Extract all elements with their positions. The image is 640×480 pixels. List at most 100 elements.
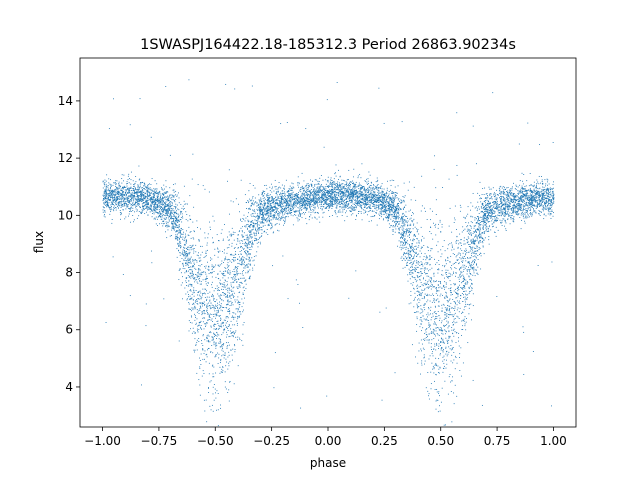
scatter-point: [487, 200, 489, 202]
scatter-point: [239, 273, 241, 275]
scatter-point: [212, 410, 214, 412]
scatter-point: [213, 324, 215, 326]
scatter-point: [273, 215, 275, 217]
scatter-point: [484, 213, 486, 215]
scatter-point: [294, 199, 296, 201]
scatter-point: [354, 192, 356, 194]
scatter-point: [334, 202, 336, 204]
scatter-point: [351, 195, 353, 197]
scatter-point: [197, 255, 199, 257]
scatter-point: [131, 202, 133, 204]
scatter-point: [392, 226, 394, 228]
scatter-point: [181, 221, 183, 223]
scatter-point: [307, 199, 309, 201]
scatter-point: [290, 202, 292, 204]
scatter-point: [509, 212, 511, 214]
scatter-point: [261, 219, 263, 221]
scatter-point: [388, 215, 390, 217]
scatter-point: [277, 198, 279, 200]
scatter-point: [309, 199, 311, 201]
scatter-point: [248, 243, 250, 245]
scatter-point: [313, 202, 315, 204]
scatter-point: [307, 187, 309, 188]
scatter-point: [414, 271, 416, 272]
scatter-point: [422, 315, 424, 317]
scatter-point: [140, 197, 142, 199]
scatter-point: [529, 199, 531, 201]
scatter-point: [497, 214, 499, 216]
scatter-point: [551, 211, 553, 212]
scatter-point: [157, 197, 159, 199]
scatter-point: [258, 233, 260, 234]
scatter-point: [280, 187, 282, 189]
scatter-point: [109, 208, 111, 210]
scatter-point: [401, 247, 403, 249]
scatter-point: [170, 211, 172, 213]
scatter-point: [400, 208, 402, 210]
scatter-point: [383, 195, 385, 197]
scatter-point: [530, 212, 531, 213]
scatter-point: [137, 198, 139, 200]
scatter-point: [344, 189, 346, 191]
scatter-point: [454, 384, 456, 386]
scatter-point: [407, 189, 409, 191]
scatter-point: [364, 180, 366, 182]
scatter-point: [334, 187, 336, 188]
scatter-point: [403, 214, 405, 216]
scatter-point: [247, 251, 249, 253]
scatter-point: [257, 227, 259, 229]
scatter-point: [171, 229, 173, 231]
scatter-point: [105, 202, 107, 204]
scatter-point: [476, 221, 478, 223]
scatter-point: [265, 210, 267, 212]
scatter-point: [169, 204, 171, 206]
scatter-point: [488, 203, 490, 205]
scatter-point: [211, 271, 213, 273]
scatter-point: [281, 211, 283, 213]
scatter-point: [272, 202, 274, 204]
scatter-point: [173, 218, 175, 219]
scatter-point: [540, 203, 542, 205]
scatter-point: [136, 210, 138, 212]
scatter-point: [196, 328, 198, 330]
scatter-point: [180, 213, 182, 215]
scatter-point: [133, 190, 135, 191]
scatter-point: [404, 256, 406, 258]
scatter-point: [523, 331, 525, 333]
scatter-point: [417, 306, 419, 308]
scatter-point: [431, 332, 433, 334]
scatter-point: [400, 237, 402, 238]
scatter-point: [520, 228, 522, 230]
scatter-point: [286, 197, 288, 199]
scatter-point: [430, 313, 431, 315]
scatter-point: [448, 308, 450, 310]
scatter-point: [289, 196, 291, 198]
scatter-point: [470, 273, 472, 275]
scatter-point: [429, 263, 431, 265]
scatter-point: [489, 206, 491, 208]
scatter-point: [548, 188, 549, 190]
scatter-point: [147, 199, 149, 201]
scatter-point: [423, 354, 425, 356]
scatter-point: [252, 243, 254, 245]
scatter-point: [128, 202, 130, 204]
scatter-point: [513, 203, 515, 205]
scatter-point: [240, 281, 242, 283]
scatter-point: [165, 210, 167, 212]
scatter-point: [392, 205, 394, 207]
scatter-point: [431, 248, 433, 250]
scatter-point: [313, 206, 315, 208]
scatter-point: [490, 210, 492, 212]
scatter-point: [323, 204, 324, 205]
scatter-point: [456, 239, 458, 241]
scatter-point: [251, 243, 253, 245]
scatter-point: [118, 184, 120, 186]
scatter-point: [144, 183, 146, 185]
scatter-point: [440, 283, 442, 285]
scatter-point: [510, 215, 512, 217]
scatter-point: [451, 274, 453, 276]
scatter-point: [176, 224, 177, 226]
scatter-point: [267, 210, 269, 212]
scatter-point: [279, 200, 281, 202]
scatter-point: [288, 199, 290, 201]
